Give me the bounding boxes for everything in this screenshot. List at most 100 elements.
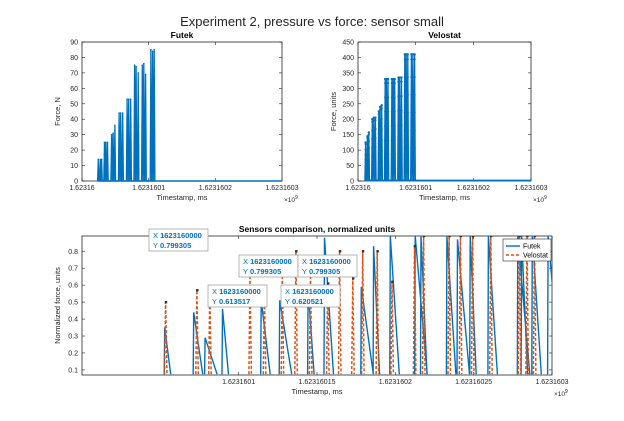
futek-peak-point (129, 98, 132, 100)
futek-peak-point (110, 133, 113, 136)
velostat-spike (262, 290, 267, 375)
data-marker (385, 110, 388, 113)
data-marker (364, 164, 367, 167)
datatip-anchor (422, 236, 426, 238)
futek-peak-point (105, 141, 107, 144)
data-marker (386, 96, 390, 99)
data-marker (371, 129, 374, 132)
data-marker (374, 145, 377, 148)
axes-velostat: Velostat 0 50 100 150 200 250 300 350 400 450 1.623… (329, 30, 548, 204)
data-marker (413, 58, 416, 61)
data-marker (385, 124, 388, 128)
data-marker (398, 80, 401, 83)
datatip-anchor (413, 244, 417, 248)
data-marker (379, 108, 382, 111)
futek-peak-point (133, 64, 136, 66)
velostat-spike (280, 274, 285, 375)
legend-label-velostat: Velostat (523, 253, 548, 260)
axes-title: Futek (171, 30, 194, 40)
data-marker (398, 152, 401, 156)
data-marker (366, 149, 369, 152)
datatip-y: Y 0.799305 (302, 267, 340, 276)
velostat-spike (470, 236, 475, 375)
futek-peak-point (126, 98, 128, 100)
data-marker (386, 153, 390, 156)
data-marker (400, 80, 403, 83)
data-marker (377, 152, 380, 155)
y-tick-label: 0.2 (68, 350, 78, 357)
data-marker (366, 136, 369, 140)
datatip-anchor (351, 277, 355, 280)
data-point (400, 76, 403, 79)
data-marker (366, 143, 369, 146)
x-tick-label: 1.6231601 (399, 185, 432, 192)
datatip-x-value: 1623160000 (219, 287, 261, 296)
data-marker (385, 82, 388, 85)
data-marker (380, 107, 383, 110)
data-point (411, 53, 415, 56)
data-marker (411, 58, 414, 61)
futek-peak-point (121, 112, 124, 114)
data-point (406, 53, 409, 56)
legend: Futek Velostat (502, 238, 552, 262)
data-marker (393, 110, 396, 113)
y-axis-label: Normalized force, units (53, 267, 62, 344)
x-tick-label: 1.6231602 (199, 185, 232, 192)
futek-peak-point (150, 48, 152, 51)
legend-label-futek: Futek (523, 244, 541, 251)
data-marker (411, 146, 414, 150)
data-marker (379, 129, 382, 132)
x-tick-label: 1.6231602 (379, 379, 412, 386)
data-marker (413, 93, 416, 96)
datatip-x: X 1623160000 (302, 257, 351, 266)
data-marker (406, 146, 409, 150)
data-marker (411, 76, 414, 79)
y-tick-label: 0.5 (68, 300, 78, 307)
y-tick-label: 0.7 (68, 266, 78, 273)
legend-box (502, 238, 552, 262)
futek-peak-point (127, 98, 130, 100)
x-tick-label: 1.6231602 (457, 185, 490, 192)
y-tick-label: 0.4 (68, 317, 78, 324)
data-marker (400, 138, 403, 141)
data-marker (371, 120, 374, 123)
velostat-spike (525, 236, 530, 375)
data-marker (377, 113, 380, 116)
data-marker (393, 124, 396, 128)
data-point (367, 131, 371, 134)
futek-peak-point (119, 112, 122, 114)
data-marker (374, 154, 377, 157)
futek-peak-point (103, 141, 106, 144)
data-marker (406, 129, 409, 132)
datatip-x: X 1623160000 (212, 287, 261, 296)
data-marker (364, 175, 367, 178)
data-marker (380, 139, 383, 142)
y-tick-label: 400 (342, 55, 354, 62)
data-marker (385, 139, 388, 142)
x-tick-label: 1.6231603 (265, 185, 298, 192)
data-marker (372, 127, 375, 131)
data-marker (372, 154, 375, 157)
datatip-anchor (164, 300, 168, 304)
data-marker (380, 170, 383, 174)
data-marker (413, 111, 416, 114)
futek-peak-point (114, 124, 116, 127)
datatip-x: X 1623160000 (285, 287, 334, 296)
data-point (398, 76, 401, 79)
data-point (374, 116, 377, 119)
axes-title: Sensors comparison, normalized units (239, 224, 396, 234)
futek-peak-point (143, 62, 145, 65)
data-marker (413, 76, 416, 79)
datatip-y: Y 0.613517 (212, 297, 250, 306)
data-marker (380, 117, 383, 121)
futek-peak-point (112, 132, 114, 134)
datatip-box (207, 284, 268, 308)
data-marker (364, 148, 367, 151)
datatip-x: X 1623160000 (153, 231, 202, 240)
x-tick-label: 1.6231603 (535, 379, 568, 386)
velostat-spike (447, 236, 452, 375)
x-axis-label: Timestamp, ms (157, 193, 208, 202)
